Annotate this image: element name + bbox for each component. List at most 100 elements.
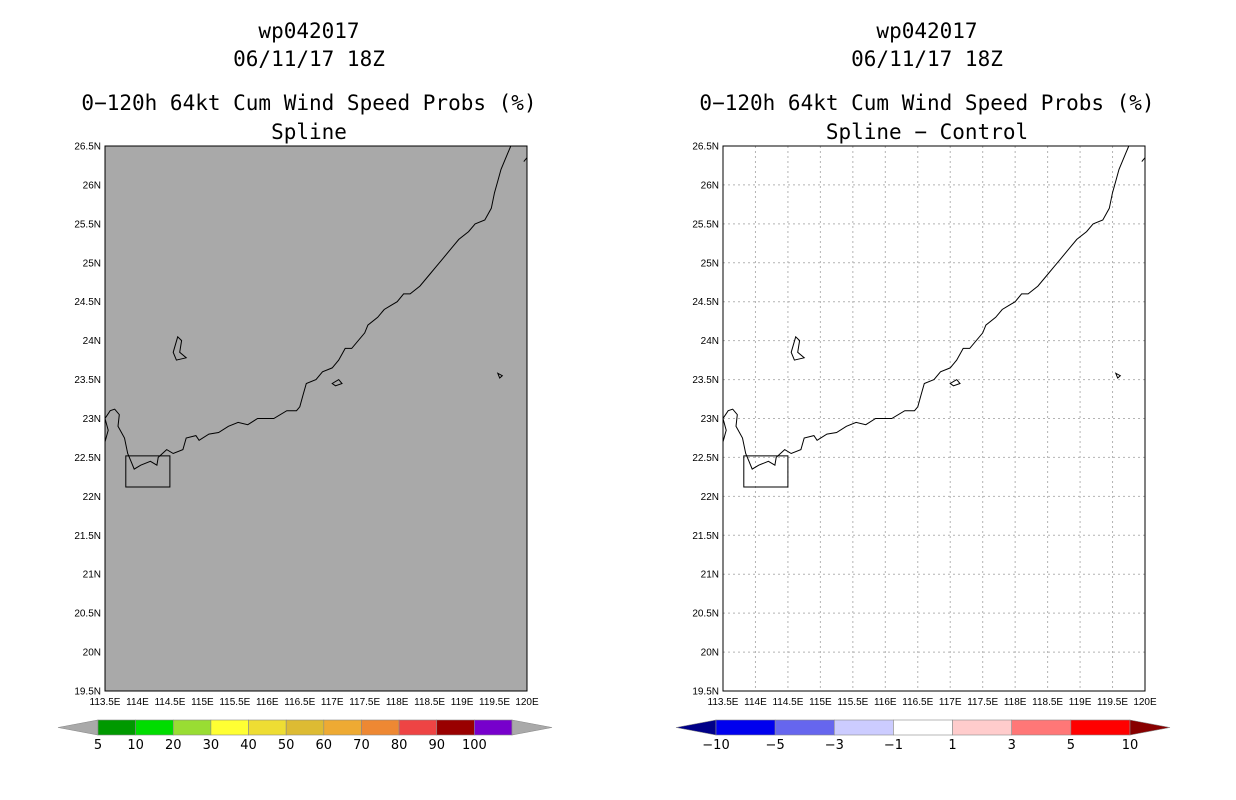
- lon-tick-label: 114E: [744, 697, 767, 708]
- lon-tick-label: 117.5E: [967, 697, 998, 708]
- storm-id-title: wp042017: [258, 19, 359, 43]
- colorbar: 5 10 20 30 40 50 60 70 80 90 100: [57, 719, 553, 753]
- island-outline: [790, 335, 806, 361]
- lat-tick-label: 24N: [83, 336, 101, 347]
- colorbar-label: 100: [462, 738, 487, 753]
- coastline: [104, 145, 528, 488]
- lon-tick-label: 114.5E: [772, 697, 803, 708]
- colorbar-segment: [1070, 719, 1131, 736]
- lon-tick-label: 117.5E: [349, 697, 380, 708]
- lon-tick-labels: 113.5E 114E 114.5E 115E 115.5E 116E 116.5E 117E…: [708, 697, 1157, 708]
- lat-tick-label: 25.5N: [74, 219, 101, 230]
- colorbar-segment: [323, 719, 362, 736]
- colorbar: −10 −5 −3 −1 1 3 5 10: [675, 719, 1171, 753]
- colorbar-under-arrow: [57, 719, 99, 736]
- lat-tick-label: 22N: [83, 492, 101, 503]
- lat-tick-label: 26N: [83, 180, 101, 191]
- lat-tick-label: 23N: [701, 414, 719, 425]
- lat-tick-label: 23.5N: [74, 375, 101, 386]
- colorbar-label: −10: [702, 738, 729, 753]
- colorbar-label: 80: [391, 738, 408, 753]
- lon-tick-label: 116E: [256, 697, 279, 708]
- lon-tick-label: 115.5E: [219, 697, 250, 708]
- map-frame: [104, 145, 528, 692]
- lon-tick-label: 116.5E: [284, 697, 315, 708]
- lon-tick-label: 116.5E: [902, 697, 933, 708]
- mainland-coastline: [722, 145, 1130, 470]
- colorbar-segment: [135, 719, 174, 736]
- island-outline: [1114, 372, 1122, 379]
- colorbar-segment: [952, 719, 1013, 736]
- colorbar-label: 60: [316, 738, 333, 753]
- colorbar-label: −3: [825, 738, 844, 753]
- colorbar-label: 50: [278, 738, 295, 753]
- colorbar-label: 10: [127, 738, 144, 753]
- colorbar-label: 30: [203, 738, 220, 753]
- lat-tick-label: 20N: [83, 648, 101, 659]
- lat-tick-label: 20N: [701, 648, 719, 659]
- map-frame: [722, 145, 1146, 692]
- lat-tick-label: 23N: [83, 414, 101, 425]
- lat-tick-label: 26N: [701, 180, 719, 191]
- lon-tick-label: 117E: [939, 697, 962, 708]
- lon-tick-label: 118.5E: [414, 697, 445, 708]
- lon-tick-label: 120E: [1133, 697, 1157, 708]
- lat-tick-label: 21N: [83, 570, 101, 581]
- lat-tick-label: 19.5N: [74, 687, 101, 698]
- lon-tick-labels: 113.5E 114E 114.5E 115E 115.5E 116E 116.5E 117E…: [90, 697, 539, 708]
- colorbar-label: 10: [1122, 738, 1139, 753]
- colorbar-segment: [774, 719, 835, 736]
- panel-spline: wp042017 06/11/17 18Z 0−120h 64kt Cum Wi…: [57, 19, 553, 753]
- colorbar-label: 3: [1008, 738, 1016, 753]
- lat-tick-label: 25.5N: [692, 219, 719, 230]
- colorbar-segment: [715, 719, 776, 736]
- lat-tick-label: 20.5N: [692, 609, 719, 620]
- colorbar-segment: [285, 719, 325, 736]
- lat-tick-label: 22.5N: [692, 453, 719, 464]
- coastline: [722, 145, 1146, 488]
- colorbar-segment: [361, 719, 400, 736]
- lat-tick-label: 21N: [701, 570, 719, 581]
- taiwan-coast-fragment: [523, 157, 528, 162]
- lat-tick-label: 25N: [701, 258, 719, 269]
- colorbar-segment: [893, 719, 953, 736]
- colorbar-segment: [248, 719, 287, 736]
- lon-tick-label: 119E: [451, 697, 474, 708]
- island-outline: [496, 372, 504, 379]
- island-outline: [949, 378, 961, 387]
- lat-tick-label: 23.5N: [692, 375, 719, 386]
- colorbar-label: 70: [353, 738, 370, 753]
- colorbar-label: 90: [428, 738, 445, 753]
- lon-tick-label: 119.5E: [1097, 697, 1128, 708]
- lat-tick-label: 24.5N: [692, 297, 719, 308]
- colorbar-label: −5: [766, 738, 785, 753]
- lat-tick-label: 19.5N: [692, 687, 719, 698]
- lat-tick-label: 26.5N: [692, 142, 719, 153]
- lon-tick-label: 118E: [386, 697, 409, 708]
- lon-tick-label: 119.5E: [479, 697, 510, 708]
- product-title: 0−120h 64kt Cum Wind Speed Probs (%): [699, 91, 1154, 115]
- lat-tick-label: 25N: [83, 258, 101, 269]
- taiwan-coast-fragment: [1141, 157, 1146, 162]
- lon-tick-label: 118E: [1004, 697, 1027, 708]
- lat-tick-label: 21.5N: [74, 531, 101, 542]
- lon-tick-label: 113.5E: [708, 697, 739, 708]
- lon-tick-label: 119E: [1069, 697, 1092, 708]
- colorbar-label: 40: [240, 738, 257, 753]
- colorbar-segment: [97, 719, 136, 736]
- hong-kong-box: [743, 455, 789, 488]
- lat-tick-label: 21.5N: [692, 531, 719, 542]
- lat-tick-labels: 26.5N 26N 25.5N 25N 24.5N 24N 23.5N 23N 22.5N 22N…: [74, 142, 101, 698]
- island-outline: [172, 335, 188, 361]
- colorbar-label: −1: [884, 738, 903, 753]
- colorbar-segment: [436, 719, 475, 736]
- datetime-title: 06/11/17 18Z: [233, 47, 385, 71]
- subtitle: Spline: [271, 120, 347, 144]
- lat-tick-label: 24N: [701, 336, 719, 347]
- lat-tick-label: 26.5N: [74, 142, 101, 153]
- lat-tick-labels: 26.5N 26N 25.5N 25N 24.5N 24N 23.5N 23N 22.5N 22N…: [692, 142, 719, 698]
- panel-spline-minus-control: wp042017 06/11/17 18Z 0−120h 64kt Cum Wi…: [675, 19, 1171, 753]
- colorbar-segment: [172, 719, 212, 736]
- lon-tick-label: 113.5E: [90, 697, 121, 708]
